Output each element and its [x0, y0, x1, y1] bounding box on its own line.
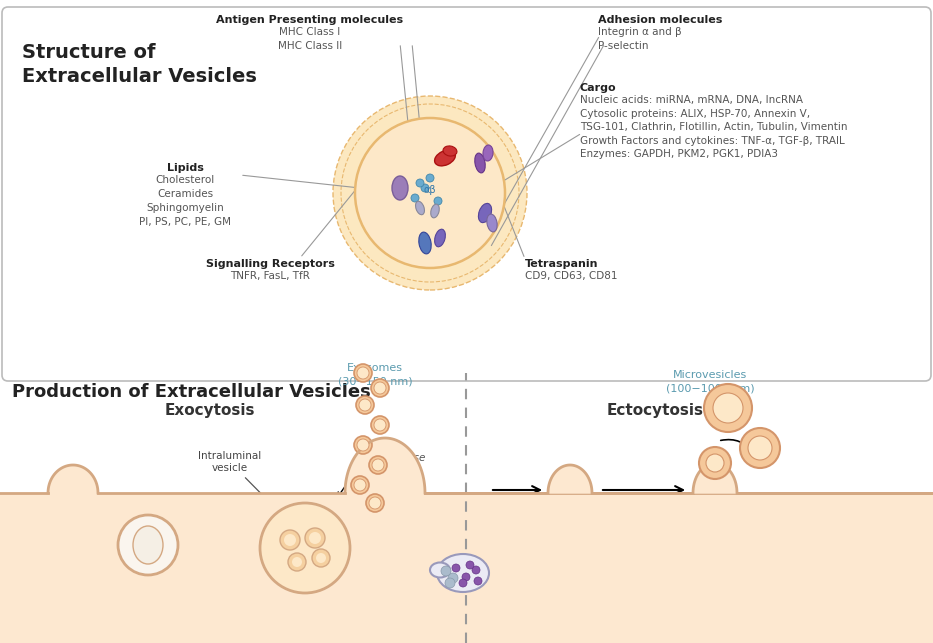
Circle shape [355, 118, 505, 268]
Text: Tetraspanin: Tetraspanin [525, 259, 598, 269]
Text: Exosomes
(30−150 nm): Exosomes (30−150 nm) [338, 363, 412, 386]
Circle shape [374, 382, 386, 394]
Text: Adhesion molecules: Adhesion molecules [598, 15, 722, 25]
Circle shape [372, 459, 384, 471]
Text: Nucleic acids: miRNA, mRNA, DNA, lncRNA
Cytosolic proteins: ALIX, HSP-70, Annexi: Nucleic acids: miRNA, mRNA, DNA, lncRNA … [580, 95, 847, 159]
Circle shape [706, 454, 724, 472]
Circle shape [357, 439, 369, 451]
Circle shape [305, 528, 325, 548]
Circle shape [416, 179, 424, 187]
Text: Early
endosome: Early endosome [116, 585, 180, 608]
Circle shape [288, 553, 306, 571]
Polygon shape [48, 465, 98, 493]
Text: MHC Class I
MHC Class II: MHC Class I MHC Class II [278, 27, 342, 51]
Text: Integrin α and β
P-selectin: Integrin α and β P-selectin [598, 27, 682, 51]
Circle shape [441, 566, 451, 576]
Text: ESCRT
TSG101
ALIX
Syntenin-1
Lipid rafts
Tetraspanins: ESCRT TSG101 ALIX Syntenin-1 Lipid rafts… [200, 513, 262, 591]
Circle shape [369, 497, 381, 509]
Circle shape [459, 579, 467, 587]
Circle shape [356, 396, 374, 414]
Ellipse shape [475, 153, 485, 173]
Ellipse shape [415, 201, 425, 215]
Text: TNFR, FasL, TfR: TNFR, FasL, TfR [230, 271, 310, 281]
Circle shape [354, 436, 372, 454]
Text: Production of Extracellular Vesicles: Production of Extracellular Vesicles [12, 383, 370, 401]
Circle shape [280, 530, 300, 550]
Text: Microvesicles
(100−1000 nm): Microvesicles (100−1000 nm) [665, 370, 754, 394]
Circle shape [713, 393, 743, 423]
Circle shape [354, 479, 366, 491]
Ellipse shape [392, 176, 408, 200]
Text: Cargo: Cargo [580, 83, 617, 93]
Ellipse shape [430, 563, 450, 577]
Circle shape [474, 577, 482, 585]
Text: Antigen Presenting molecules: Antigen Presenting molecules [216, 15, 404, 25]
Text: Exocytosis: Exocytosis [165, 403, 256, 418]
Polygon shape [345, 438, 425, 493]
Ellipse shape [435, 150, 455, 166]
Circle shape [421, 184, 429, 192]
Ellipse shape [483, 145, 493, 161]
Circle shape [316, 553, 326, 563]
Text: CD9, CD63, CD81: CD9, CD63, CD81 [525, 271, 618, 281]
Circle shape [371, 379, 389, 397]
Circle shape [704, 384, 752, 432]
Text: Cholesterol
Ceramides
Sphingomyelin
PI, PS, PC, PE, GM: Cholesterol Ceramides Sphingomyelin PI, … [139, 175, 231, 227]
Ellipse shape [133, 526, 163, 564]
Text: Structure of
Extracellular Vesicles: Structure of Extracellular Vesicles [22, 43, 257, 86]
Text: Lipids: Lipids [167, 163, 203, 173]
Circle shape [366, 494, 384, 512]
Circle shape [292, 557, 302, 567]
Ellipse shape [431, 204, 439, 218]
Circle shape [434, 197, 442, 205]
Circle shape [354, 364, 372, 382]
Circle shape [357, 367, 369, 379]
Circle shape [284, 534, 296, 546]
Ellipse shape [419, 232, 431, 254]
Circle shape [369, 456, 387, 474]
Polygon shape [693, 463, 737, 493]
Ellipse shape [479, 203, 492, 222]
Text: αβ: αβ [424, 185, 437, 195]
Circle shape [448, 573, 458, 583]
Text: Rab GTP-ase: Rab GTP-ase [360, 453, 425, 463]
Circle shape [333, 96, 527, 290]
Circle shape [411, 194, 419, 202]
Text: Lysosome fusion
(degradation): Lysosome fusion (degradation) [420, 601, 506, 624]
Circle shape [462, 573, 470, 581]
Circle shape [312, 549, 330, 567]
Ellipse shape [487, 214, 497, 232]
Ellipse shape [437, 554, 489, 592]
Text: Multivesicular
bodies (MVB): Multivesicular bodies (MVB) [276, 601, 364, 624]
Circle shape [309, 532, 321, 544]
Text: Cytoplasm: Cytoplasm [843, 566, 910, 579]
Circle shape [260, 503, 350, 593]
Ellipse shape [435, 229, 445, 247]
FancyBboxPatch shape [2, 7, 931, 381]
Ellipse shape [443, 146, 457, 156]
Circle shape [740, 428, 780, 468]
Text: Intraluminal
vesicle: Intraluminal vesicle [199, 451, 297, 530]
Circle shape [699, 447, 731, 479]
Bar [0, 493, 933, 643]
Circle shape [359, 399, 371, 411]
Circle shape [426, 174, 434, 182]
Circle shape [351, 476, 369, 494]
Circle shape [472, 566, 480, 574]
Polygon shape [548, 465, 592, 493]
Text: Ectocytosis: Ectocytosis [606, 403, 703, 418]
Circle shape [118, 515, 178, 575]
Circle shape [374, 419, 386, 431]
Circle shape [452, 564, 460, 572]
Text: Signalling Receptors: Signalling Receptors [205, 259, 334, 269]
Circle shape [371, 416, 389, 434]
Circle shape [748, 436, 772, 460]
Circle shape [445, 578, 455, 588]
Circle shape [466, 561, 474, 569]
